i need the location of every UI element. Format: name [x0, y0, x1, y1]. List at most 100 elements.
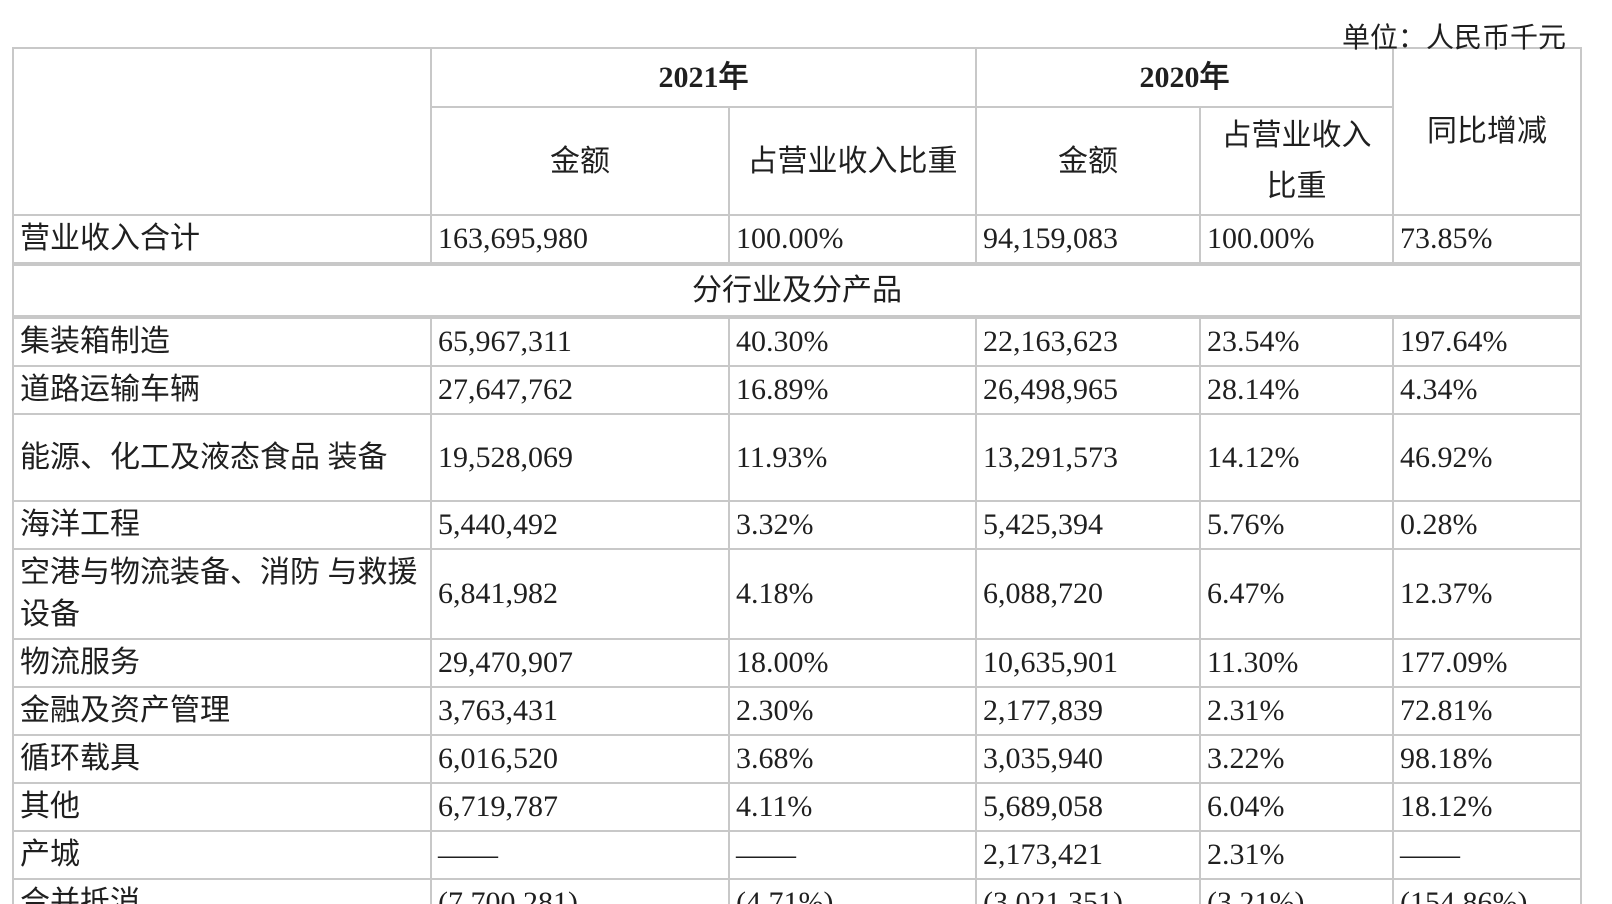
amount-2020: 5,425,394 — [975, 500, 1201, 550]
amount-2021: 27,647,762 — [430, 365, 730, 415]
header-year-row: 2021年 2020年 同比增减 — [12, 47, 1582, 216]
row-label: 产城 — [12, 830, 432, 880]
header-sub-row: 金额 占营业收入比重 金额 占营业收入 比重 — [13, 106, 1581, 216]
share-2021: 16.89% — [728, 365, 977, 415]
amount-2020: 2,177,839 — [975, 686, 1201, 736]
share-2020: 6.47% — [1199, 548, 1394, 640]
table-row: 能源、化工及液态食品 装备 19,528,069 11.93% 13,291,573 1… — [12, 413, 1582, 502]
row-label: 循环载具 — [12, 734, 432, 784]
yoy-change: (154.86%) — [1392, 878, 1582, 904]
header-share-2020-line1: 占营业收入 — [1221, 119, 1372, 152]
share-2020: 14.12% — [1199, 413, 1394, 502]
yoy-change: 72.81% — [1392, 686, 1582, 736]
amount-2021: 6,016,520 — [430, 734, 730, 784]
yoy-change: 12.37% — [1392, 548, 1582, 640]
segment-rows: 集装箱制造 65,967,311 40.30% 22,163,623 23.54% 197… — [12, 316, 1582, 904]
row-label: 合并抵消 — [12, 878, 432, 904]
row-label: 海洋工程 — [12, 500, 432, 550]
amount-2021: —— — [430, 830, 730, 880]
table-row: 物流服务 29,470,907 18.00% 10,635,901 11.30% 177.… — [12, 638, 1582, 688]
header-year-2020: 2020年 — [975, 47, 1394, 108]
row-label: 集装箱制造 — [12, 316, 432, 367]
table-row: 循环载具 6,016,520 3.68% 3,035,940 3.22% 98.18% — [12, 734, 1582, 784]
share-2021: —— — [728, 830, 977, 880]
amount-2021: 163,695,980 — [430, 214, 730, 265]
amount-2021: 6,719,787 — [430, 782, 730, 832]
row-label: 空港与物流装备、消防 与救援设备 — [12, 548, 432, 640]
yoy-change: 73.85% — [1392, 214, 1582, 265]
table-row: 产城 —— —— 2,173,421 2.31% —— — [12, 830, 1582, 880]
share-2021: 4.11% — [728, 782, 977, 832]
table-row: 合并抵消 (7,700,281) (4.71%) (3,021,351) (3.21%)… — [12, 878, 1582, 904]
row-label: 其他 — [12, 782, 432, 832]
table-row: 金融及资产管理 3,763,431 2.30% 2,177,839 2.31% 72.81… — [12, 686, 1582, 736]
amount-2021: 3,763,431 — [430, 686, 730, 736]
yoy-change: 0.28% — [1392, 500, 1582, 550]
table-row: 空港与物流装备、消防 与救援设备 6,841,982 4.18% 6,088,720 6… — [12, 548, 1582, 640]
header-amount-2020: 金额 — [975, 106, 1201, 216]
header-amount-2021: 金额 — [430, 106, 730, 216]
amount-2020: 6,088,720 — [975, 548, 1201, 640]
table-row: 集装箱制造 65,967,311 40.30% 22,163,623 23.54% 197… — [12, 316, 1582, 367]
yoy-change: 46.92% — [1392, 413, 1582, 502]
share-2021: 4.18% — [728, 548, 977, 640]
table-row: 道路运输车辆 27,647,762 16.89% 26,498,965 28.14% 4.… — [12, 365, 1582, 415]
share-2021: 3.68% — [728, 734, 977, 784]
header-share-2020-line2: 比重 — [1266, 170, 1327, 203]
share-2020: (3.21%) — [1199, 878, 1394, 904]
amount-2020: 3,035,940 — [975, 734, 1201, 784]
table-row: 海洋工程 5,440,492 3.32% 5,425,394 5.76% 0.28% — [12, 500, 1582, 550]
share-2021: (4.71%) — [728, 878, 977, 904]
share-2020: 23.54% — [1199, 316, 1394, 367]
share-2020: 100.00% — [1199, 214, 1394, 265]
row-label: 物流服务 — [12, 638, 432, 688]
amount-2021: 29,470,907 — [430, 638, 730, 688]
total-revenue-row: 营业收入合计 163,695,980 100.00% 94,159,083 10… — [12, 214, 1582, 265]
revenue-by-segment-table: 2021年 2020年 同比增减 金额 占营业收入比重 金额 占营业收入 比重 营… — [12, 47, 1582, 904]
row-label: 营业收入合计 — [12, 214, 432, 265]
share-2020: 2.31% — [1199, 686, 1394, 736]
header-corner-empty — [12, 47, 432, 216]
amount-2020: 22,163,623 — [975, 316, 1201, 367]
row-label: 金融及资产管理 — [12, 686, 432, 736]
yoy-change: 177.09% — [1392, 638, 1582, 688]
share-2021: 40.30% — [728, 316, 977, 367]
amount-2021: 5,440,492 — [430, 500, 730, 550]
yoy-change: —— — [1392, 830, 1582, 880]
share-2021: 18.00% — [728, 638, 977, 688]
share-2020: 6.04% — [1199, 782, 1394, 832]
share-2021: 2.30% — [728, 686, 977, 736]
amount-2021: (7,700,281) — [430, 878, 730, 904]
header-share-2021: 占营业收入比重 — [728, 106, 977, 216]
share-2020: 3.22% — [1199, 734, 1394, 784]
share-2020: 11.30% — [1199, 638, 1394, 688]
amount-2021: 19,528,069 — [430, 413, 730, 502]
share-2020: 5.76% — [1199, 500, 1394, 550]
amount-2021: 65,967,311 — [430, 316, 730, 367]
amount-2020: 94,159,083 — [975, 214, 1201, 265]
yoy-change: 98.18% — [1392, 734, 1582, 784]
amount-2020: 26,498,965 — [975, 365, 1201, 415]
amount-2020: 10,635,901 — [975, 638, 1201, 688]
amount-2021: 6,841,982 — [430, 548, 730, 640]
header-yoy-change: 同比增减 — [1392, 47, 1582, 216]
row-label: 能源、化工及液态食品 装备 — [12, 413, 432, 502]
share-2020: 28.14% — [1199, 365, 1394, 415]
header-share-2020: 占营业收入 比重 — [1199, 106, 1394, 216]
yoy-change: 197.64% — [1392, 316, 1582, 367]
share-2021: 100.00% — [728, 214, 977, 265]
share-2021: 11.93% — [728, 413, 977, 502]
row-label: 道路运输车辆 — [12, 365, 432, 415]
amount-2020: 13,291,573 — [975, 413, 1201, 502]
amount-2020: (3,021,351) — [975, 878, 1201, 904]
unit-note: 单位：人民币千元 — [1341, 23, 1566, 54]
section-title-row: 分行业及分产品 — [12, 262, 1582, 319]
section-title: 分行业及分产品 — [12, 262, 1582, 319]
header-year-2021: 2021年 — [430, 47, 977, 108]
yoy-change: 4.34% — [1392, 365, 1582, 415]
yoy-change: 18.12% — [1392, 782, 1582, 832]
amount-2020: 2,173,421 — [975, 830, 1201, 880]
amount-2020: 5,689,058 — [975, 782, 1201, 832]
share-2020: 2.31% — [1199, 830, 1394, 880]
table-row: 其他 6,719,787 4.11% 5,689,058 6.04% 18.12% — [12, 782, 1582, 832]
